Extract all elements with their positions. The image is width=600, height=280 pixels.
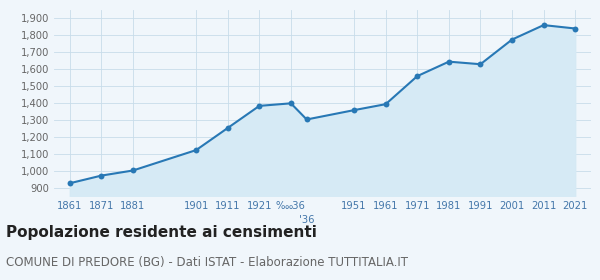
Point: [254, 104, 264, 108]
Text: COMUNE DI PREDORE (BG) - Dati ISTAT - Elaborazione TUTTITALIA.IT: COMUNE DI PREDORE (BG) - Dati ISTAT - El…: [6, 256, 408, 269]
Point: [128, 168, 138, 173]
Text: '36: '36: [299, 215, 314, 225]
Point: [65, 181, 74, 185]
Point: [286, 101, 296, 106]
Point: [302, 117, 311, 122]
Text: Popolazione residente ai censimenti: Popolazione residente ai censimenti: [6, 225, 317, 241]
Point: [444, 59, 454, 64]
Point: [571, 26, 580, 31]
Point: [412, 74, 422, 78]
Point: [191, 148, 201, 152]
Point: [507, 37, 517, 42]
Point: [476, 62, 485, 66]
Point: [381, 102, 391, 106]
Point: [539, 23, 548, 27]
Point: [97, 173, 106, 178]
Point: [349, 108, 359, 112]
Point: [223, 126, 233, 130]
